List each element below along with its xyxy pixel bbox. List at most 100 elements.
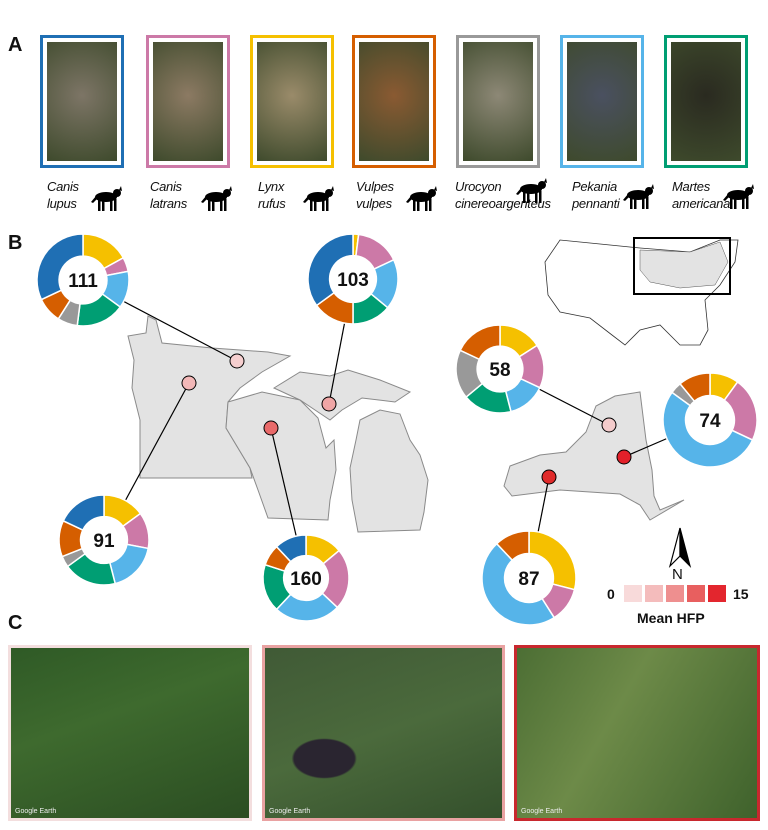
north-label: N (672, 566, 683, 583)
legend-swatch (624, 585, 642, 602)
state-maps (127, 315, 685, 533)
genus: Pekania (572, 179, 617, 194)
animal-photo (671, 42, 741, 161)
donut-chart: 111 (36, 233, 130, 327)
donut-hole (477, 346, 523, 392)
species-photo (352, 35, 436, 168)
new-york-map (503, 391, 685, 521)
epithet: cinereoargenteus (455, 196, 551, 211)
donut-chart: 87 (481, 530, 577, 626)
species-photo (456, 35, 540, 168)
marten-silhouette-icon (723, 184, 754, 209)
species-photo (560, 35, 644, 168)
site-dot (541, 469, 557, 485)
coyote-silhouette-icon (201, 186, 232, 211)
site-total: 58 (489, 360, 510, 381)
genus: Urocyon (455, 179, 502, 194)
species-name: Pekania pennanti (572, 178, 620, 212)
gray-fox-silhouette-icon (516, 178, 547, 203)
legend-swatch (708, 585, 726, 602)
legend-title: Mean HFP (637, 610, 705, 626)
donut-hole (685, 395, 735, 445)
genus: Martes (672, 179, 710, 194)
species-photo (250, 35, 334, 168)
donut-segment (662, 391, 754, 468)
google-earth-credit: Google Earth (521, 808, 563, 815)
hfp-legend-scale (624, 585, 726, 602)
site-total: 74 (699, 411, 721, 432)
species-photo (40, 35, 124, 168)
species-name: Lynx rufus (258, 178, 286, 212)
species-name: Canis lupus (47, 178, 79, 212)
panel-label-b: B (8, 232, 23, 254)
satellite-image: Google Earth (514, 645, 760, 821)
wisconsin-map (225, 391, 337, 521)
donut-hole (504, 553, 554, 603)
site-dot (616, 449, 632, 465)
google-earth-credit: Google Earth (15, 808, 57, 815)
genus: Canis (47, 179, 79, 194)
legend-max: 15 (733, 586, 749, 602)
epithet: vulpes (356, 196, 392, 211)
species-photo (146, 35, 230, 168)
site-total: 91 (93, 531, 115, 552)
species-name: Martes americana (672, 178, 730, 212)
genus: Canis (150, 179, 182, 194)
usa-inset (544, 237, 739, 346)
legend-min: 0 (607, 586, 615, 602)
inset-highlight-box (633, 237, 731, 295)
site-total: 87 (518, 569, 539, 590)
species-name: Canis latrans (150, 178, 187, 212)
donut-hole (329, 255, 377, 303)
panel-label-a: A (8, 34, 23, 56)
bobcat-silhouette-icon (303, 186, 334, 211)
site-total: 103 (337, 270, 369, 291)
animal-photo (257, 42, 327, 161)
north-arrow-icon (668, 527, 692, 568)
species-name: Vulpes vulpes (356, 178, 394, 212)
animal-photo (153, 42, 223, 161)
michigan-lower-map (349, 409, 429, 533)
donut-hole (80, 516, 128, 564)
epithet: lupus (47, 196, 77, 211)
epithet: latrans (150, 196, 187, 211)
animal-photo (47, 42, 117, 161)
donut-charts: 111 103 91 160 58 74 87 (36, 233, 758, 626)
red-fox-silhouette-icon (406, 186, 437, 211)
google-earth-credit: Google Earth (269, 808, 311, 815)
fisher-silhouette-icon (623, 184, 654, 209)
species-name: Urocyon cinereoargenteus (455, 178, 551, 212)
us-great-lakes-region (639, 241, 729, 289)
genus: Lynx (258, 179, 285, 194)
site-dot (229, 353, 245, 369)
site-dot (263, 420, 279, 436)
legend-swatch (687, 585, 705, 602)
site-dot (321, 396, 337, 412)
donut-chart: 74 (662, 372, 758, 468)
animal-photo (463, 42, 533, 161)
satellite-image: Google Earth (262, 645, 505, 821)
site-dot (181, 375, 197, 391)
donut-chart: 91 (58, 494, 150, 586)
site-total: 111 (68, 271, 98, 292)
wolf-silhouette-icon (91, 186, 122, 211)
donut-hole (59, 256, 107, 304)
donut-chart: 160 (262, 534, 350, 622)
animal-photo (567, 42, 637, 161)
site-dots (181, 353, 632, 485)
genus: Vulpes (356, 179, 394, 194)
donut-hole (283, 555, 329, 601)
epithet: americana (672, 196, 730, 211)
donut-chart: 103 (307, 233, 399, 325)
satellite-image: Google Earth (8, 645, 252, 821)
site-dot (601, 417, 617, 433)
legend-swatch (666, 585, 684, 602)
animal-photo (359, 42, 429, 161)
michigan-upper-map (272, 369, 412, 421)
panel-label-c: C (8, 612, 23, 634)
minnesota-map (127, 315, 292, 479)
species-photo (664, 35, 748, 168)
epithet: pennanti (572, 196, 620, 211)
